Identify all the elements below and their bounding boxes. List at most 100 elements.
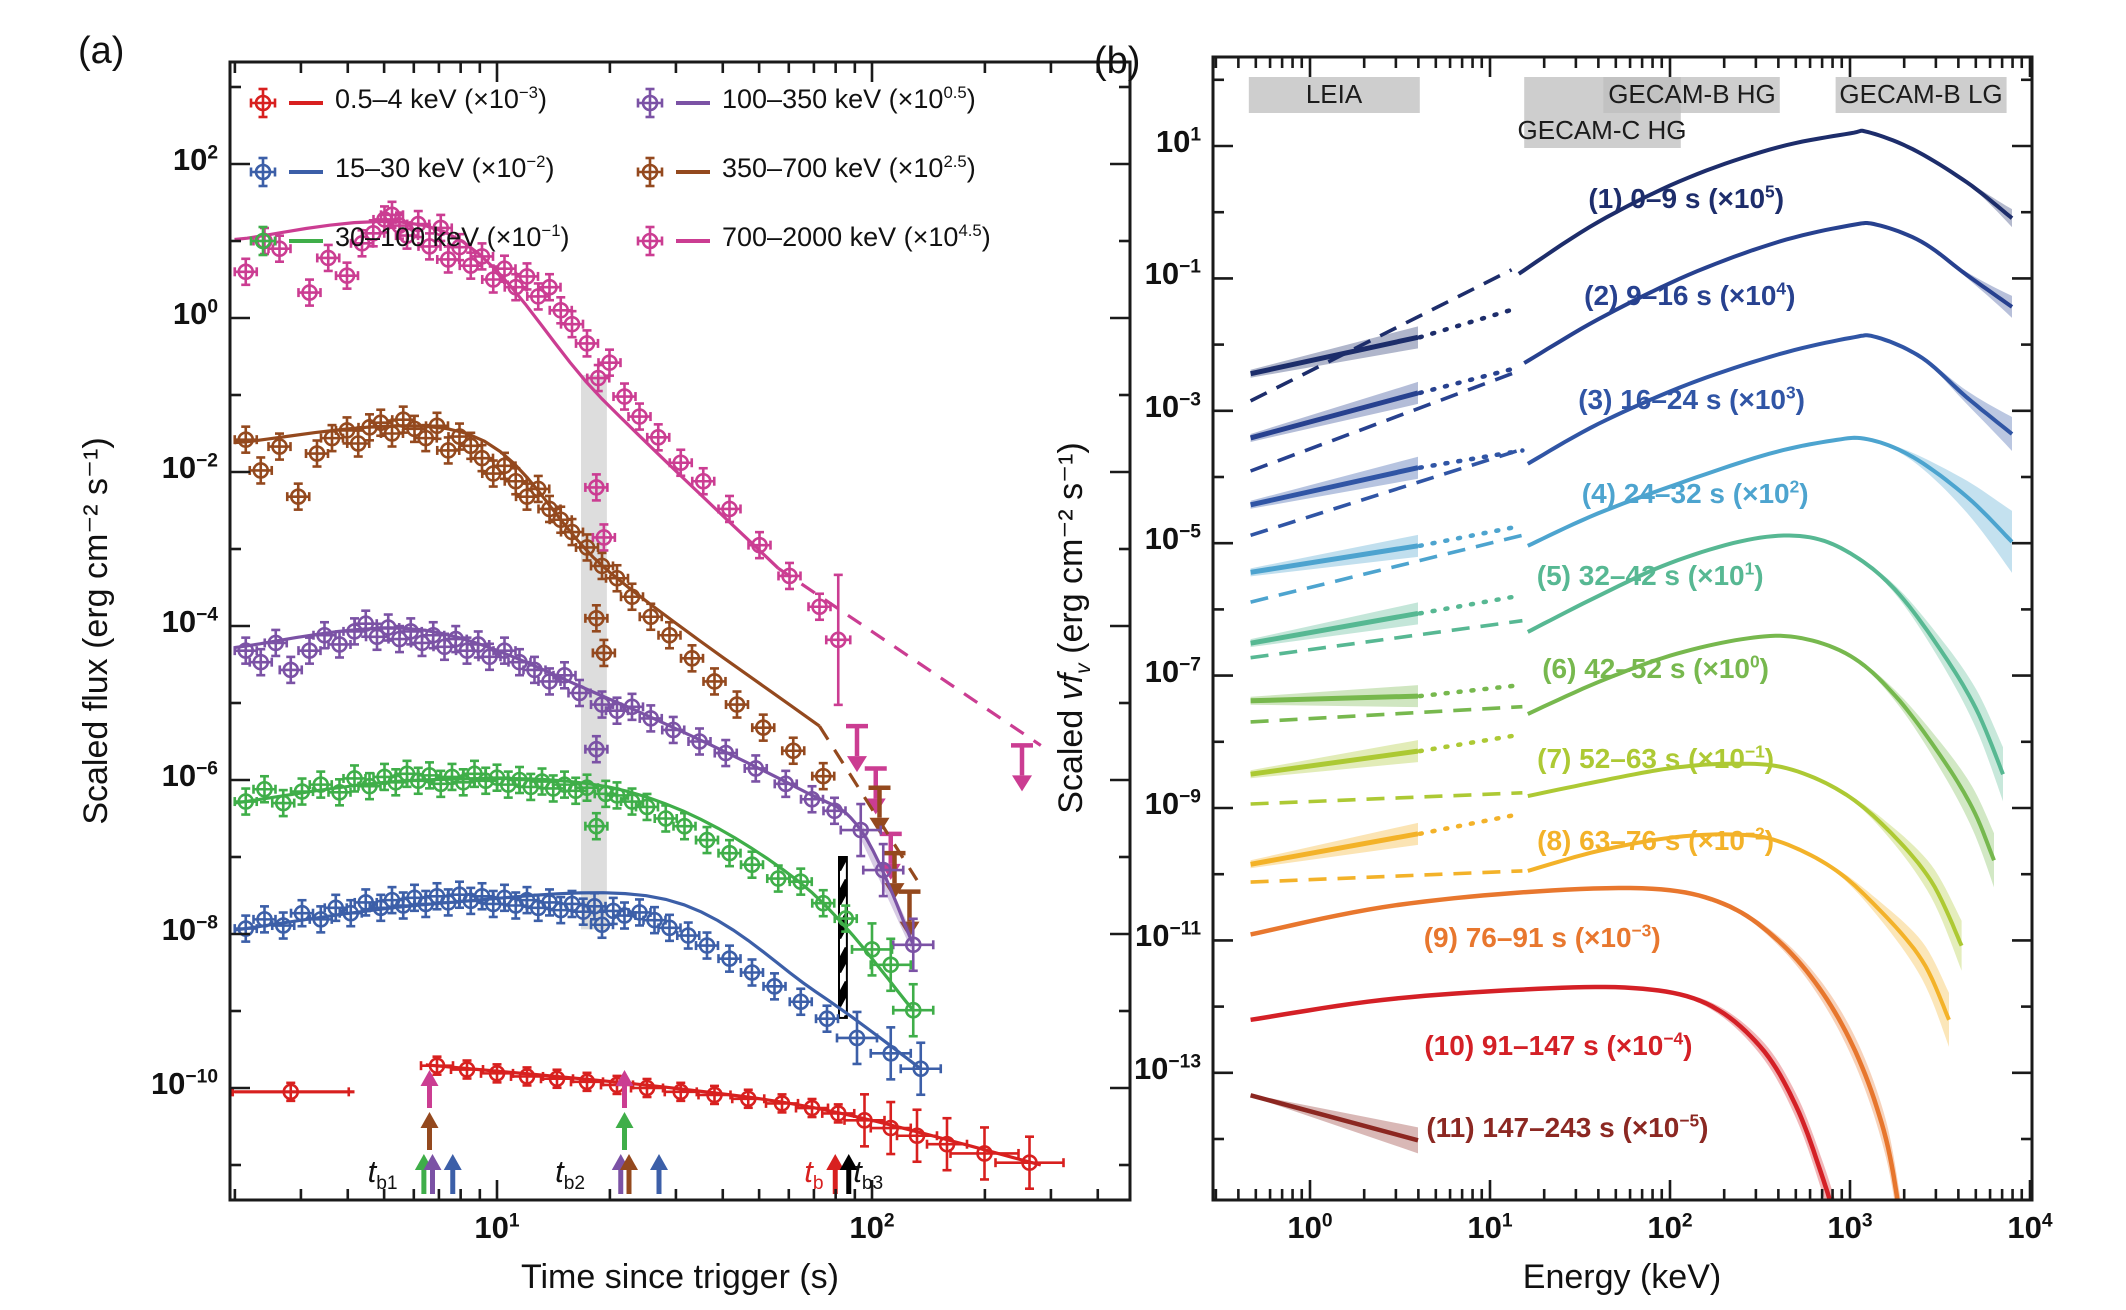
legend-item-marker [636,156,710,188]
data-point [646,911,663,929]
leia-segment [1250,693,1419,704]
data-point [282,661,300,679]
dashed-extrapolation [1250,618,1523,660]
data-point [323,429,341,447]
data-point [402,623,420,640]
panel-a-plot [231,200,1065,1190]
data-point [496,642,513,659]
panel-b-tag: (b) [1094,40,1141,82]
spectrum-curve [1526,533,2005,775]
panel-a-y-tick-label: 102 [172,142,218,177]
leia-uncertainty-band [1250,740,1418,779]
leia-segment [1250,543,1419,575]
break-marker-arrow [443,1154,462,1194]
data-point [424,626,442,644]
spectrum-label: (6) 42–52 s (×100) [1542,651,1769,684]
data-point [649,429,667,446]
data-point [319,249,337,267]
data-point [254,232,272,250]
data-point [578,539,596,556]
leia-segment [1250,831,1419,867]
spectrum-curve [1526,333,2014,466]
limit-arrow-head [847,756,867,773]
data-point [293,904,311,922]
data-point [518,268,536,285]
data-point [641,232,659,250]
data-point [331,636,348,653]
panel-a-tag: (a) [78,30,125,72]
leia-uncertainty-band [1250,326,1418,378]
dotted-extrapolation [1417,365,1520,396]
data-point [641,163,659,181]
data-point [698,831,716,849]
series-15-30 keV [233,880,943,1097]
dashed-extrapolation [1250,447,1523,538]
data-point [586,897,603,915]
dashed-extrapolation [1250,791,1523,806]
spectrum-label: (7) 52–63 s (×10−1) [1537,741,1775,774]
data-point [349,435,367,452]
data-point [743,964,761,981]
data-point [691,733,708,750]
panel-b-y-tick-label: 10−11 [1135,918,1201,954]
data-point [792,993,810,1011]
break-time-label: tb1 [367,1154,398,1195]
series-30-100 keV [233,759,935,1038]
hatch-line [839,980,847,1008]
data-point [743,856,761,874]
data-point [747,760,765,777]
data-point [912,1060,930,1078]
data-point [274,917,292,934]
panel-b-x-tick-label: 101 [1467,1210,1513,1245]
spectrum-uncertainty-band [1835,787,1962,971]
series-line [234,219,780,570]
leia-segment [1250,334,1419,377]
legend-label: 100–350 keV (×100.5) [722,83,976,114]
break-arrow-head [423,1154,442,1170]
spectrum-curve [1250,1093,1419,1143]
data-point [588,817,605,835]
data-point [694,472,712,490]
leia-uncertainty-band [1250,456,1418,509]
data-point [811,598,828,616]
data-point [683,650,701,667]
series-line [234,424,821,728]
data-point [342,904,360,922]
data-point [526,661,543,679]
data-point [777,775,795,793]
series-0.5-4 keV [231,1055,1065,1190]
data-point [541,278,558,296]
break-arrow-head [615,1070,634,1086]
instrument-label: GECAM-B LG [1839,79,2003,109]
spectrum-curve [1250,984,1833,1200]
break-arrow-head [839,1154,858,1170]
data-point [256,780,273,798]
spectrum-curve [1523,221,2014,365]
data-point [751,536,768,554]
panel-a-y-tick-label: 10−2 [161,450,218,485]
spectrum-10 [1250,984,1833,1200]
dotted-extrapolation [1417,593,1520,616]
spectrum-label: (10) 91–147 s (×10−4) [1424,1028,1693,1062]
data-point [237,642,255,659]
panel-a-x-tick-label: 102 [849,1210,895,1245]
spectrum-2 [1249,221,2014,473]
panel-b-y-tick-label: 10−13 [1133,1050,1201,1086]
data-point [829,631,847,649]
data-point [852,821,870,839]
spectrum-5 [1250,533,2005,775]
panel-b-y-tick-label: 10−1 [1144,256,1201,292]
panel-b-y-tick-label: 10−3 [1144,388,1201,424]
spectrum-uncertainty-band [1940,253,2012,318]
data-point [237,920,255,937]
data-point [271,438,288,455]
data-point [458,1061,476,1078]
panel-a-axes [228,60,1132,1202]
data-point [938,1135,956,1153]
data-point [754,719,772,736]
panel-b-x-tick-label: 100 [1287,1210,1333,1245]
data-point [706,673,723,690]
data-point [631,904,648,921]
panel-b-x-tick-label: 104 [2007,1210,2053,1245]
hatch-line [839,878,847,906]
